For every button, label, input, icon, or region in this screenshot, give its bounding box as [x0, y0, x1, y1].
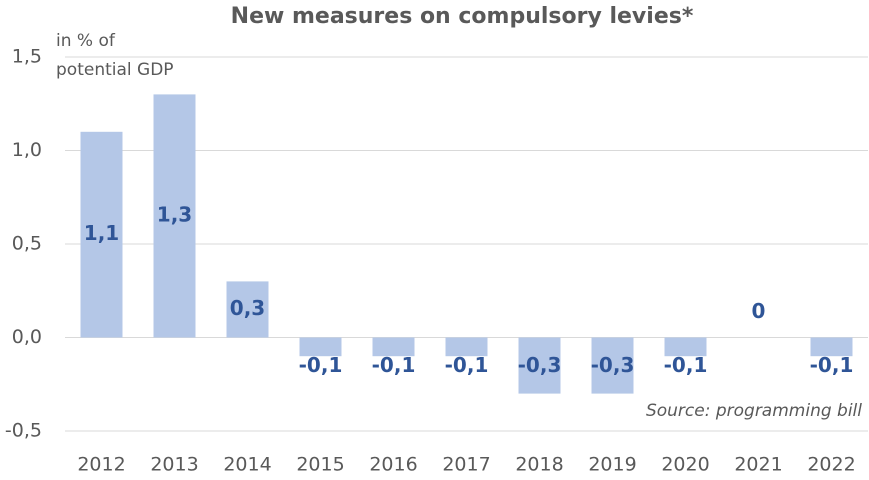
data-label: -0,1 — [664, 353, 708, 377]
data-label: 0,3 — [230, 296, 265, 320]
x-tick-label: 2019 — [588, 454, 636, 476]
x-tick-label: 2021 — [734, 454, 782, 476]
bar — [226, 281, 269, 338]
data-label: -0,1 — [299, 353, 343, 377]
y-axis-label: in % of — [56, 31, 116, 51]
y-tick-label: 0,5 — [12, 233, 42, 255]
x-tick-label: 2014 — [223, 454, 271, 476]
data-label: -0,1 — [372, 353, 416, 377]
data-label: -0,3 — [591, 353, 635, 377]
bar — [80, 131, 123, 338]
x-tick-label: 2017 — [442, 454, 490, 476]
x-tick-label: 2012 — [77, 454, 125, 476]
y-tick-label: 1,0 — [12, 139, 42, 161]
bar — [591, 337, 634, 394]
bar — [810, 337, 853, 357]
y-axis-label: potential GDP — [56, 60, 174, 80]
y-tick-label: 0,0 — [12, 326, 42, 348]
x-tick-label: 2022 — [807, 454, 855, 476]
bar — [664, 337, 707, 357]
data-label: -0,1 — [445, 353, 489, 377]
bar — [372, 337, 415, 357]
data-label: -0,3 — [518, 353, 562, 377]
y-tick-label: 1,5 — [12, 46, 42, 68]
bar — [153, 94, 196, 338]
x-tick-label: 2018 — [515, 454, 563, 476]
data-label: -0,1 — [810, 353, 854, 377]
data-label: 1,3 — [157, 202, 192, 226]
bar — [299, 337, 342, 357]
bar — [445, 337, 488, 357]
y-tick-label: -0,5 — [5, 420, 42, 442]
chart-title: New measures on compulsory levies* — [231, 4, 694, 29]
annotation: Source: programming bill — [646, 401, 862, 421]
data-label: 0 — [752, 299, 766, 323]
data-label: 1,1 — [84, 221, 119, 245]
x-tick-label: 2015 — [296, 454, 344, 476]
bar — [518, 337, 561, 394]
x-tick-label: 2013 — [150, 454, 198, 476]
x-tick-label: 2016 — [369, 454, 417, 476]
x-tick-label: 2020 — [661, 454, 709, 476]
